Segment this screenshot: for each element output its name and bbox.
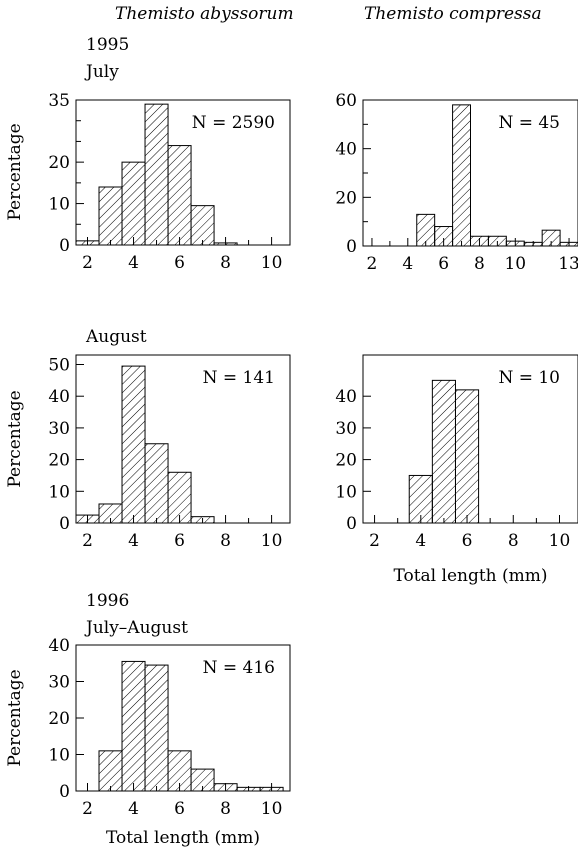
x-tick-label: 10: [504, 254, 526, 274]
x-tick-label: 2: [369, 531, 380, 551]
histogram-compressa-1995-august: 2 4 6 8 10 0 10 20 30 40 N = 10 Total length (mm): [335, 354, 578, 585]
y-tick-label: 30: [48, 673, 70, 693]
plot-frame: [75, 354, 291, 524]
x-axis-label: Total length (mm): [106, 828, 260, 848]
y-tick-label: 20: [48, 153, 70, 173]
x-tick-label: 10: [261, 253, 283, 273]
y-tick-label: 40: [335, 140, 357, 160]
y-tick-label: 10: [48, 195, 70, 215]
x-tick-label: 8: [220, 253, 231, 273]
histogram-abyssorum-1995-august: 2 4 6 8 10 0 10 20 30 40 50 N = 141 Percentage: [5, 354, 291, 550]
x-tick-label: 8: [220, 799, 231, 819]
y-tick-label: 40: [335, 387, 357, 407]
y-tick-label: 0: [59, 236, 70, 256]
y-tick-label: 10: [335, 482, 357, 502]
x-tick-label: 8: [220, 531, 231, 550]
histogram-compressa-1995-july: 2 4 6 8 10 13 0 20 40 60 N = 45: [335, 91, 578, 274]
y-tick-label: 50: [48, 356, 70, 376]
x-tick-label: 10: [261, 531, 283, 550]
x-tick-label: 10: [261, 799, 283, 819]
plot-frame: [362, 354, 578, 524]
x-tick-label: 4: [402, 254, 413, 274]
y-axis-label: Percentage: [5, 123, 25, 220]
y-tick-label: 0: [59, 514, 70, 534]
histogram-abyssorum-1996-july-august: 2 4 6 8 10 0 10 20 30 40 N = 416 Percentage Total le…: [5, 636, 291, 848]
x-tick-label: 6: [174, 531, 185, 550]
x-tick-label: 13: [558, 254, 578, 274]
y-tick-label: 60: [335, 91, 357, 111]
x-tick-label: 4: [128, 799, 139, 819]
column-title-abyssorum: Themisto abyssorum: [115, 4, 294, 24]
y-tick-label: 10: [48, 482, 70, 502]
sample-size-annotation: N = 2590: [192, 113, 275, 133]
sample-size-annotation: N = 141: [203, 368, 275, 388]
sample-size-annotation: N = 45: [498, 113, 560, 133]
x-tick-label: 4: [128, 531, 139, 550]
y-tick-label: 40: [48, 636, 70, 656]
histogram-bar: [167, 145, 192, 246]
histogram-bar: [144, 443, 169, 524]
histogram-bar: [452, 104, 471, 247]
x-tick-label: 6: [174, 253, 185, 273]
histogram-bar: [121, 161, 146, 246]
y-tick-label: 35: [48, 91, 70, 111]
column-title-compressa: Themisto compressa: [364, 4, 542, 24]
y-tick-label: 20: [48, 451, 70, 471]
x-tick-label: 8: [474, 254, 485, 274]
x-tick-label: 2: [367, 254, 378, 274]
histogram-abyssorum-1995-july: 2 4 6 8 10 0 10 20 35 N = 2590 Percentage: [5, 91, 291, 273]
histogram-bar: [431, 379, 456, 524]
x-tick-label: 6: [438, 254, 449, 274]
x-tick-label: 8: [508, 531, 519, 551]
x-tick-label: 2: [82, 799, 93, 819]
histogram-bar: [454, 389, 480, 524]
x-axis-label: Total length (mm): [393, 566, 547, 585]
histogram-bar: [98, 750, 123, 792]
month-label-august: August: [86, 327, 147, 347]
year-label-1995: 1995: [86, 35, 130, 55]
x-tick-label: 4: [128, 253, 139, 273]
sample-size-annotation: N = 416: [203, 658, 275, 678]
y-tick-label: 10: [48, 746, 70, 766]
histogram-bar: [121, 365, 146, 524]
histogram-bar: [190, 205, 215, 246]
y-tick-label: 30: [48, 419, 70, 439]
month-label-july: July: [86, 62, 119, 82]
y-tick-label: 0: [346, 237, 357, 257]
x-tick-label: 10: [549, 531, 571, 551]
y-tick-label: 20: [335, 188, 357, 208]
y-axis-label: Percentage: [5, 390, 25, 487]
histogram-bar: [121, 660, 146, 792]
plot-frame: [75, 99, 291, 246]
x-tick-label: 2: [82, 531, 93, 550]
x-tick-label: 2: [82, 253, 93, 273]
x-tick-label: 6: [462, 531, 473, 551]
y-tick-label: 20: [48, 709, 70, 729]
year-label-1996: 1996: [86, 591, 130, 611]
y-tick-label: 0: [59, 782, 70, 802]
y-tick-label: 40: [48, 387, 70, 407]
histogram-bar: [144, 664, 169, 792]
y-tick-label: 20: [335, 451, 357, 471]
y-axis-label: Percentage: [5, 669, 25, 766]
histogram-bar: [144, 103, 169, 246]
y-tick-label: 30: [335, 419, 357, 439]
x-tick-label: 4: [415, 531, 426, 551]
x-tick-label: 6: [174, 799, 185, 819]
histogram-bar: [98, 186, 123, 246]
month-label-july-august: July–August: [86, 618, 188, 638]
sample-size-annotation: N = 10: [498, 368, 560, 388]
y-tick-label: 0: [346, 514, 357, 534]
